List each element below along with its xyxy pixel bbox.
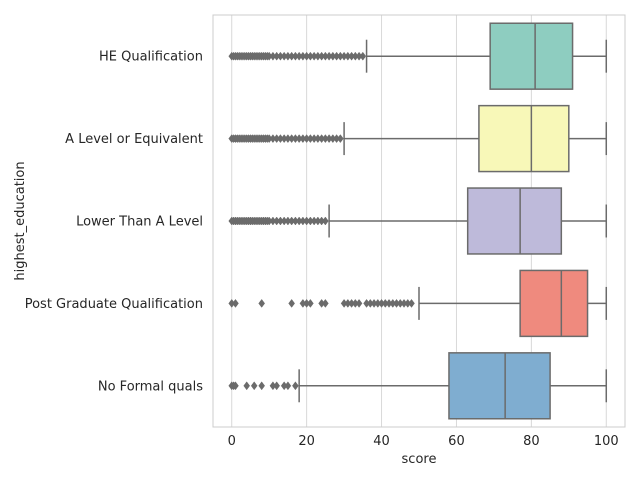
x-tick-label: 60 [448,434,465,449]
outlier-point [232,381,239,391]
x-tick-labels: 0 20 40 60 80 100 [228,434,619,449]
y-tick-label: A Level or Equivalent [65,132,203,147]
x-tick-label: 20 [298,434,315,449]
outlier-point [292,381,299,391]
x-tick-label: 0 [228,434,236,449]
outlier-point [232,298,239,308]
x-axis-label: score [402,452,437,467]
y-tick-label: Lower Than A Level [76,215,203,230]
outlier-point [243,381,251,391]
iqr-box [519,269,589,338]
box-group [228,269,608,338]
outlier-point [288,298,295,308]
axes-spines [212,14,626,428]
outlier-point [307,298,314,308]
outlier-point [258,298,266,308]
outlier-point [258,381,266,391]
iqr-box [466,187,563,255]
outlier-point [273,381,280,391]
box-group [228,352,608,420]
iqr-box [448,352,551,420]
outlier-point [322,216,329,226]
outlier-group [228,298,415,308]
iqr-box [478,104,570,173]
outlier-group [228,134,344,144]
y-tick-label: Post Graduate Qualification [25,297,203,312]
outlier-point [355,298,363,308]
outlier-group [228,381,299,391]
outlier-point [359,51,367,61]
y-axis-label: highest_education [13,161,28,280]
x-tick-label: 80 [523,434,540,449]
outlier-point [408,298,415,308]
x-tick-label: 100 [594,434,619,449]
box-group [228,187,608,255]
y-tick-label: HE Qualification [99,50,203,65]
outlier-group [228,216,329,226]
outlier-point [337,134,344,144]
plot-border [212,14,626,428]
y-tick-label: No Formal quals [98,379,203,394]
outlier-point [284,381,292,391]
outlier-point [322,298,329,308]
outlier-point [250,381,258,391]
box-layer [228,22,608,420]
iqr-box [489,22,574,90]
box-group [228,104,608,173]
x-tick-label: 40 [373,434,390,449]
box-group [228,22,608,90]
outlier-group [228,51,367,61]
y-tick-labels: HE Qualification A Level or Equivalent Low… [25,50,203,395]
